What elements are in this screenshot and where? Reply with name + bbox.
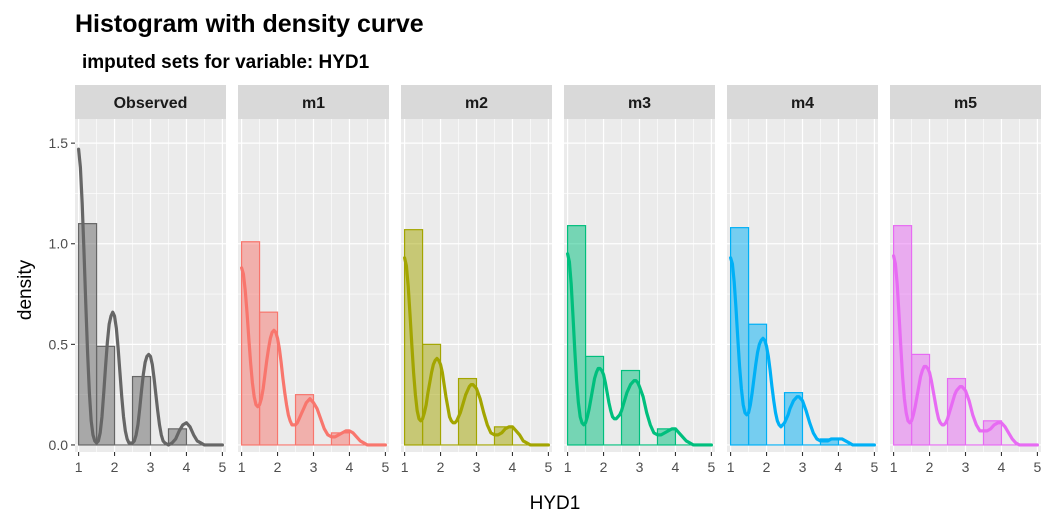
facet-strip (564, 85, 715, 119)
histogram-bar (892, 225, 913, 446)
x-tick-label: 1 (727, 459, 735, 475)
x-tick-label: 3 (473, 459, 481, 475)
y-tick-label: 0.5 (49, 336, 69, 352)
histogram-bar (566, 225, 587, 446)
x-tick-label: 1 (401, 459, 409, 475)
x-tick-label: 2 (437, 459, 445, 475)
x-tick-label: 5 (382, 459, 390, 475)
x-tick-label: 2 (926, 459, 934, 475)
x-tick-label: 4 (835, 459, 843, 475)
x-tick-label: 3 (962, 459, 970, 475)
y-tick-label: 1.5 (49, 135, 69, 151)
density-curve (403, 256, 550, 447)
x-axis-title: HYD1 (530, 493, 581, 514)
density-curve (240, 266, 387, 447)
x-tick-label: 5 (219, 459, 227, 475)
facet-panel-m4: m4 1 2 3 4 5 (727, 85, 879, 475)
density-curve (729, 256, 876, 447)
x-tick-label: 4 (998, 459, 1006, 475)
chart-subtitle: imputed sets for variable: HYD1 (82, 52, 370, 73)
facet-strip (401, 85, 552, 119)
histogram-bar (258, 311, 279, 446)
chart-title: Histogram with density curve (75, 10, 424, 38)
density-curve (77, 147, 224, 447)
facet-strip-label: Observed (114, 95, 188, 112)
facet-strip-label: m2 (465, 95, 488, 112)
histogram-bar (403, 229, 424, 446)
facet-strip-label: m3 (628, 95, 651, 112)
x-tick-label: 4 (183, 459, 191, 475)
x-tick-label: 5 (871, 459, 879, 475)
x-tick-label: 1 (890, 459, 898, 475)
x-tick-label: 4 (509, 459, 517, 475)
histogram-bar (783, 392, 804, 446)
x-tick-label: 3 (147, 459, 155, 475)
facet-panel-m5: m5 1 2 3 4 5 (890, 85, 1042, 475)
x-tick-label: 3 (310, 459, 318, 475)
x-tick-label: 3 (636, 459, 644, 475)
x-tick-label: 1 (238, 459, 246, 475)
x-tick-label: 2 (600, 459, 608, 475)
x-tick-label: 5 (708, 459, 716, 475)
x-tick-label: 1 (75, 459, 83, 475)
x-tick-label: 2 (763, 459, 771, 475)
facet-strip (75, 85, 226, 119)
histogram-bar (457, 377, 478, 446)
facet-strip (727, 85, 878, 119)
facet-strip (238, 85, 389, 119)
facet-strip-label: m4 (791, 95, 814, 112)
facet-strip-label: m1 (302, 95, 325, 112)
x-tick-label: 4 (346, 459, 354, 475)
facet-strip (890, 85, 1041, 119)
facet-panel-m3: m3 1 2 3 4 5 (564, 85, 716, 475)
facet-panel-observed: Observed 1 2 3 4 5 (75, 85, 227, 475)
density-curve (566, 252, 713, 447)
facet-panel-m1: m1 1 2 3 4 5 (238, 85, 390, 475)
histogram-bar (584, 355, 605, 446)
y-tick-label: 0.0 (49, 437, 69, 453)
histogram-bar (982, 420, 1003, 446)
histogram-bar (910, 353, 931, 446)
histogram-bar (294, 394, 315, 446)
x-tick-label: 3 (799, 459, 807, 475)
histogram-bar (747, 323, 768, 446)
histogram-bar (421, 343, 442, 446)
y-tick-label: 1.0 (49, 236, 69, 252)
density-curve (892, 254, 1039, 447)
facet-strip-label: m5 (954, 95, 977, 112)
x-tick-label: 1 (564, 459, 572, 475)
facet-panels: Observed 1 2 3 4 5 m1 1 2 3 4 5 m2 1 2 3 4 5 m3 1 2 3 4 5 m4 1 2 3 4… (75, 85, 1042, 475)
y-axis-title: density (15, 259, 36, 320)
facet-panel-m2: m2 1 2 3 4 5 (401, 85, 553, 475)
x-tick-label: 2 (111, 459, 119, 475)
x-tick-label: 2 (274, 459, 282, 475)
x-tick-label: 5 (545, 459, 553, 475)
histogram-bar (946, 377, 967, 446)
x-tick-label: 5 (1034, 459, 1042, 475)
y-axis: 0.0 0.5 1.0 1.5 (49, 135, 75, 453)
x-tick-label: 4 (672, 459, 680, 475)
